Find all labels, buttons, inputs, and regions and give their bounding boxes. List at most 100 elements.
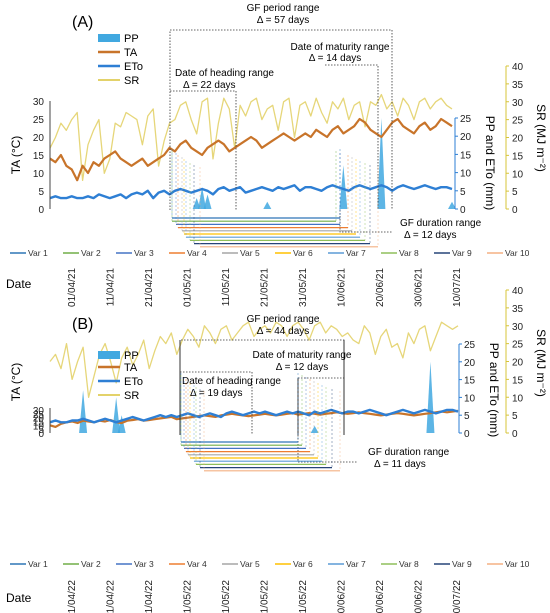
pp-bar — [117, 415, 126, 433]
legend-sr-label: SR — [124, 75, 139, 87]
left-tick-label: 25 — [33, 410, 45, 421]
gf-duration-delta: Δ = 11 days — [374, 459, 426, 470]
date-tick-label: 10/07/21 — [452, 268, 463, 307]
panel-b-pp-axis-label: PP and ETo (mm) — [487, 343, 501, 437]
variety-legend-label: Var 4 — [187, 248, 207, 258]
variety-legend-label: Var 10 — [505, 559, 530, 569]
variety-legend-label: Var 6 — [293, 248, 313, 258]
date-tick-label: 01/05/21 — [183, 268, 194, 307]
date-tick-label: 21/04/21 — [144, 268, 155, 307]
panel-a-variety-ranges — [171, 149, 379, 248]
left-tick-label: 20 — [33, 414, 45, 425]
heading-text: Date of heading range — [175, 68, 274, 79]
heading-delta: Δ = 19 days — [190, 388, 243, 399]
date-tick-label: 20/06/22 — [375, 580, 386, 613]
pp-tick-label: 5 — [460, 187, 466, 198]
sr-tick-label: 10 — [512, 393, 524, 404]
date-tick-label: 10/07/22 — [452, 580, 463, 613]
pp-tick-label: 25 — [464, 340, 476, 351]
panel-b-label: (B) — [72, 316, 93, 333]
panel-a-variety-legend: Var 1 Var 2 Var 3 Var 4 Var 5 Var 6 Var 7 Var 8… — [10, 248, 530, 258]
variety-legend-label: Var 4 — [187, 559, 207, 569]
pp-bar — [448, 201, 456, 209]
pp-tick-label: 0 — [460, 205, 466, 216]
panel-b-plot — [49, 321, 459, 433]
pp-tick-label: 25 — [460, 114, 472, 125]
panel-b-variety-ranges — [180, 373, 341, 472]
ta-series-line — [49, 409, 459, 428]
date-tick-label: 11/04/22 — [106, 580, 117, 613]
left-tick-label: 30 — [33, 97, 45, 108]
eto-series-line — [49, 184, 453, 200]
panel-b-date-label: Date — [6, 591, 32, 605]
date-tick-label: 01/04/22 — [67, 580, 78, 613]
sr-series-line — [49, 321, 459, 398]
variety-legend-label: Var 2 — [81, 248, 101, 258]
panel-a-legend: PP TA ETo SR — [98, 33, 143, 87]
ta-series-line — [49, 117, 453, 182]
panel-b-variety-legend: Var 1 Var 2 Var 3 Var 4 Var 5 Var 6 Var 7 Var 8… — [10, 559, 530, 569]
gf-duration-text: GF duration range — [368, 447, 450, 458]
variety-legend-label: Var 7 — [346, 559, 366, 569]
variety-legend-label: Var 5 — [240, 248, 260, 258]
legend-eto-label: ETo — [124, 376, 143, 388]
date-tick-label: 11/05/22 — [221, 580, 232, 613]
pp-bar — [79, 390, 88, 433]
gf-period-text: GF period range — [247, 314, 320, 325]
variety-legend-label: Var 5 — [240, 559, 260, 569]
panel-a-pp-axis-label: PP and ETo (mm) — [483, 116, 497, 210]
legend-pp-label: PP — [124, 350, 139, 362]
sr-tick-label: 10 — [512, 169, 524, 180]
left-tick-label: 10 — [33, 169, 45, 180]
legend-pp-swatch — [98, 34, 120, 42]
sr-tick-label: 5 — [512, 411, 518, 422]
pp-tick-label: 10 — [464, 393, 476, 404]
gf-period-box — [169, 29, 393, 210]
sr-series-line — [49, 93, 453, 182]
eto-series-line — [49, 408, 459, 424]
sr-tick-label: 0 — [512, 205, 518, 216]
variety-legend-label: Var 1 — [28, 248, 48, 258]
gf-period-delta: Δ = 57 days — [257, 15, 310, 26]
left-tick-label: 15 — [33, 418, 45, 429]
legend-sr-label: SR — [124, 390, 139, 402]
panel-a: (A) 0 5 10 15 20 25 30 TA (°C) 0 5 10 15 20 25 PP a… — [6, 3, 548, 307]
date-tick-label: 10/06/21 — [337, 268, 348, 307]
legend-ta-label: TA — [124, 362, 138, 374]
sr-tick-label: 25 — [512, 340, 524, 351]
gf-period-delta: Δ = 44 days — [257, 326, 310, 337]
variety-legend-label: Var 10 — [505, 248, 530, 258]
panel-a-sr-ticks: 0 5 10 15 20 25 30 35 40 — [506, 62, 524, 216]
sr-tick-label: 25 — [512, 116, 524, 127]
panel-a-pp-ticks: 0 5 10 15 20 25 — [455, 114, 472, 216]
date-tick-label: 20/06/21 — [375, 268, 386, 307]
date-tick-label: 11/05/21 — [221, 268, 232, 307]
date-tick-label: 01/04/21 — [67, 268, 78, 307]
left-tick-label: 15 — [33, 151, 45, 162]
pp-tick-label: 10 — [460, 169, 472, 180]
pp-tick-label: 5 — [464, 411, 470, 422]
pp-tick-label: 20 — [460, 132, 472, 143]
variety-legend-label: Var 1 — [28, 559, 48, 569]
heading-box — [180, 371, 253, 435]
date-tick-label: 30/06/22 — [414, 580, 425, 613]
pp-tick-label: 15 — [460, 150, 472, 161]
panel-a-plot — [49, 93, 456, 209]
maturity-delta: Δ = 12 days — [276, 362, 329, 373]
heading-box — [170, 90, 237, 210]
heading-text: Date of heading range — [182, 376, 281, 387]
date-tick-label: 11/04/21 — [106, 268, 117, 307]
maturity-text: Date of maturity range — [253, 350, 352, 361]
panel-a-date-ticks: 01/04/21 11/04/21 21/04/21 01/05/21 11/05/21… — [67, 268, 463, 307]
date-tick-label: 31/05/21 — [298, 268, 309, 307]
legend-pp-label: PP — [124, 33, 139, 45]
gf-duration-delta: Δ = 12 days — [404, 230, 457, 241]
variety-legend-label: Var 8 — [399, 559, 419, 569]
sr-tick-label: 30 — [512, 322, 524, 333]
sr-tick-label: 30 — [512, 98, 524, 109]
panel-b-sr-axis-label: SR (MJ m⁻²) — [534, 329, 548, 397]
left-tick-label: 20 — [33, 133, 45, 144]
legend-eto-label: ETo — [124, 61, 143, 73]
pp-tick-label: 15 — [464, 376, 476, 387]
